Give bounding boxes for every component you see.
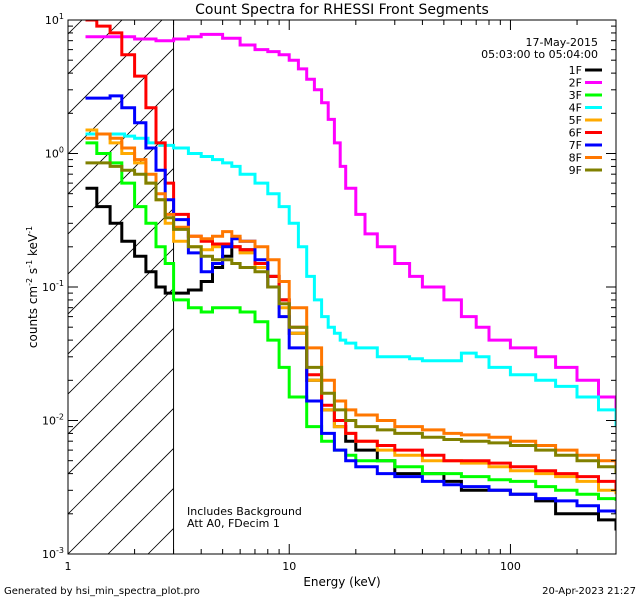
y-tick-label: 10-1 <box>42 279 64 294</box>
legend-label-5f: 5F <box>569 114 582 127</box>
series-line-1f <box>85 186 616 531</box>
chart-title: Count Spectra for RHESSI Front Segments <box>195 2 489 18</box>
hatch-line <box>68 127 174 235</box>
hatch-line <box>68 447 174 554</box>
y-tick-label: 10-2 <box>42 413 64 428</box>
hatch-line <box>68 47 174 155</box>
legend-label-9f: 9F <box>569 164 582 177</box>
y-tick-label: 100 <box>45 146 64 161</box>
hatch-line <box>68 20 123 75</box>
series-line-2f <box>85 32 616 427</box>
hatch-line <box>68 367 174 475</box>
series-line-9f <box>85 161 616 474</box>
hatch-line <box>68 207 174 315</box>
legend-label-4f: 4F <box>569 102 582 115</box>
series-line-3f <box>85 141 616 501</box>
hatch-line <box>68 20 83 35</box>
x-axis-label: Energy (keV) <box>303 575 380 589</box>
legend-label-7f: 7F <box>569 139 582 152</box>
legend-label-2f: 2F <box>569 77 582 90</box>
plot-frame <box>67 19 617 555</box>
timestamp-label: 20-Apr-2023 21:27 <box>542 586 636 597</box>
date-label: 17-May-2015 <box>526 36 598 49</box>
series-line-7f <box>85 94 616 514</box>
y-tick-label: 101 <box>45 12 64 27</box>
axis-ticks: 1 10 100 10-3 10-2 10-1 100 101 <box>42 12 617 573</box>
series-group <box>85 20 616 531</box>
legend-label-1f: 1F <box>569 64 582 77</box>
legend-label-3f: 3F <box>569 89 582 102</box>
hatch-line <box>68 87 174 195</box>
hatch-line <box>107 487 174 554</box>
legend-label-8f: 8F <box>569 152 582 165</box>
generated-by-label: Generated by hsi_min_spectra_plot.pro <box>4 586 200 597</box>
y-axis-label: counts cm-2 s-1 keV-1 <box>25 226 40 348</box>
hatch-line <box>68 327 174 435</box>
x-tick-label: 10 <box>282 560 296 573</box>
x-tick-label: 1 <box>65 560 72 573</box>
series-line-4f <box>85 132 616 427</box>
annotation-background: Includes Background <box>187 505 302 518</box>
y-tick-label: 10-3 <box>42 546 64 561</box>
hatched-region <box>68 20 174 554</box>
x-tick-label: 100 <box>500 560 521 573</box>
annotation-attenuator: Att A0, FDecim 1 <box>187 517 280 530</box>
hatch-line <box>68 20 163 115</box>
time-range-label: 05:03:00 to 05:04:00 <box>481 48 598 61</box>
hatch-line <box>68 287 174 395</box>
legend-label-6f: 6F <box>569 127 582 140</box>
hatch-line <box>68 247 174 355</box>
hatch-line <box>68 407 174 515</box>
